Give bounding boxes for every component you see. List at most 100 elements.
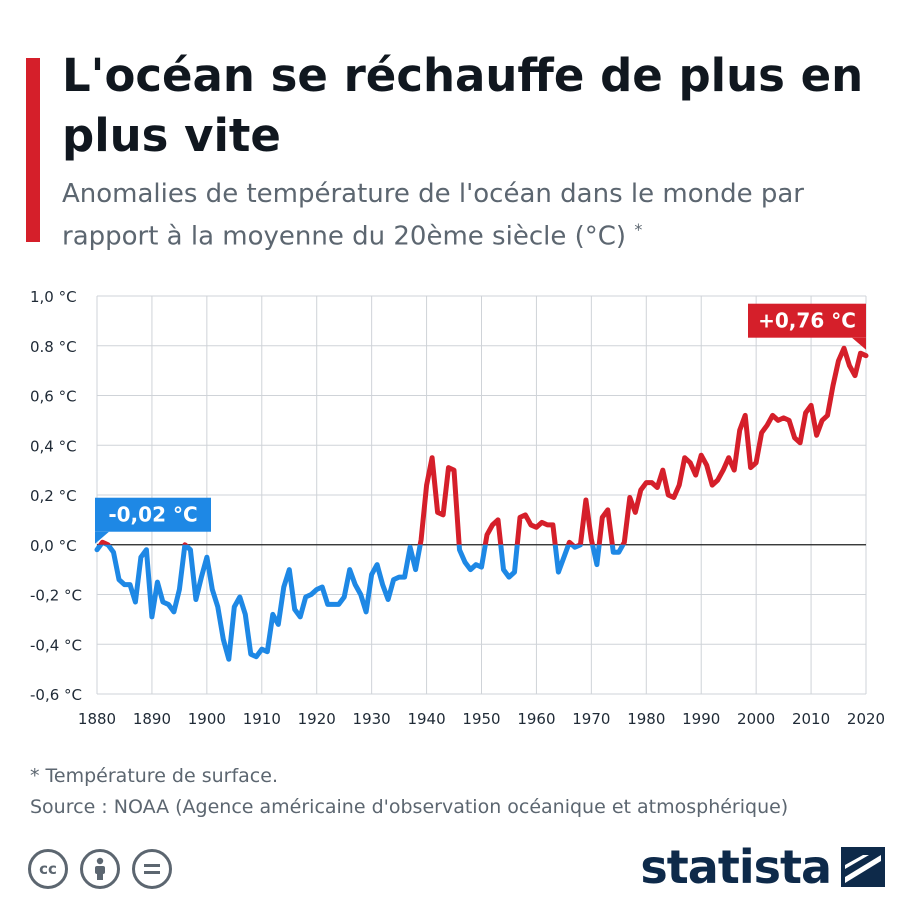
data-point [133,599,138,604]
x-tick-label: 1960 [517,710,555,728]
statista-logo[interactable]: statista [640,840,885,894]
x-tick-label: 2000 [737,710,775,728]
y-tick-label: 0,2 °C [30,487,77,505]
data-point [721,468,726,473]
data-point [468,567,473,572]
data-point [402,575,407,580]
data-point [660,468,665,473]
data-point [644,480,649,485]
data-point [864,353,869,358]
data-point [578,542,583,547]
data-point [545,522,550,527]
data-point [160,599,165,604]
data-point [199,575,204,580]
data-point [792,435,797,440]
data-point [105,542,110,547]
data-point [182,542,187,547]
data-point [419,537,424,542]
source-note: Source : NOAA (Agence américaine d'obser… [30,796,789,818]
equals-glyph [144,864,160,874]
data-point [287,567,292,572]
y-tick-label: 0.8 °C [30,338,77,356]
x-tick-label: 2010 [792,710,830,728]
data-point [254,654,259,659]
y-tick-label: 0,0 °C [30,537,77,555]
data-point [353,582,358,587]
data-point [556,570,561,575]
no-derivatives-icon[interactable] [132,849,172,889]
data-point [320,585,325,590]
brand-name: statista [640,840,832,894]
data-point [441,512,446,517]
data-point [413,567,418,572]
data-point [397,575,402,580]
data-point [743,413,748,418]
attribution-icon[interactable] [80,849,120,889]
data-point [671,495,676,500]
data-point [281,585,286,590]
data-point [666,493,671,498]
data-point [737,428,742,433]
data-point [369,572,374,577]
x-tick-label: 1970 [572,710,610,728]
data-point [270,612,275,617]
data-point [430,455,435,460]
data-point [232,604,237,609]
data-point [204,555,209,560]
data-point [825,413,830,418]
data-point [567,540,572,545]
data-point [847,363,852,368]
data-point [95,547,100,552]
x-tick-label: 1910 [243,710,281,728]
data-point [677,483,682,488]
data-point [715,478,720,483]
data-point [649,480,654,485]
data-point [600,515,605,520]
data-point [748,465,753,470]
data-point [704,463,709,468]
data-point [364,609,369,614]
cc-icon[interactable]: cc [28,849,68,889]
person-glyph [95,857,105,880]
data-point [336,602,341,607]
data-point [424,483,429,488]
data-point [221,637,226,642]
data-point [259,647,264,652]
data-point [237,594,242,599]
data-point [528,522,533,527]
data-point [495,517,500,522]
data-point [539,520,544,525]
data-point [638,488,643,493]
data-point [831,383,836,388]
data-point [265,649,270,654]
data-point [380,582,385,587]
data-point [759,430,764,435]
data-point [523,512,528,517]
data-point [122,582,127,587]
data-point [292,607,297,612]
data-point [787,418,792,423]
data-point [177,587,182,592]
data-point [303,594,308,599]
series-line-positive [97,345,869,545]
annotation-callout: -0,02 °C [95,497,211,544]
annotation-box [748,303,866,338]
y-tick-label: 0,6 °C [30,388,77,406]
data-point [171,609,176,614]
footnote: * Température de surface. [30,765,278,787]
data-point [149,614,154,619]
series-ocean-anomaly [94,345,869,662]
data-point [501,567,506,572]
data-point [375,562,380,567]
annotation-label: -0,02 °C [108,503,197,527]
data-point [655,485,660,490]
subtitle-text: Anomalies de température de l'océan dans… [62,179,804,252]
data-point [583,497,588,502]
annotation-label: +0,76 °C [758,309,856,333]
data-point [474,562,479,567]
data-point [842,346,847,351]
data-point [616,550,621,555]
data-point [534,525,539,530]
data-point [710,483,715,488]
data-point [814,433,819,438]
